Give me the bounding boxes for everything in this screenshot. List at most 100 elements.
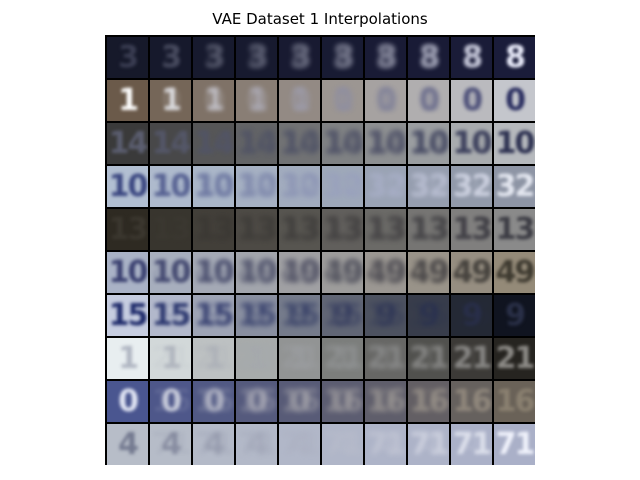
digit-image-start: 0: [247, 383, 268, 419]
digit-image-start: 10: [280, 168, 320, 204]
digit-image-end: 49: [194, 254, 234, 290]
digit-image-start: 1: [333, 82, 354, 118]
digit-image-start: 4: [333, 426, 354, 462]
digit-image-start: 13: [151, 211, 191, 247]
digit-image-end: 32: [194, 168, 234, 204]
digit-image-start: 10: [323, 168, 363, 204]
digit-image-start: 14: [452, 125, 492, 161]
digit-image-end: 16: [194, 383, 234, 419]
digit-image-end: 16: [280, 383, 320, 419]
digit-image-start: 14: [108, 125, 148, 161]
digit-image-start: 3: [376, 39, 397, 75]
interpolation-cell: 471: [494, 424, 535, 465]
digit-image-end: 49: [495, 254, 535, 290]
digit-image-end: 10: [409, 125, 449, 161]
digit-image-end: 13: [280, 211, 320, 247]
digit-image-start: 10: [237, 168, 277, 204]
digit-image-start: 3: [333, 39, 354, 75]
digit-image-end: 13: [323, 211, 363, 247]
digit-image-end: 16: [409, 383, 449, 419]
digit-image-end: 16: [452, 383, 492, 419]
digit-image-start: 13: [108, 211, 148, 247]
digit-image-start: 10: [108, 168, 148, 204]
digit-image-start: 1: [118, 340, 139, 376]
digit-image-end: 8: [462, 39, 483, 75]
digit-image-start: 0: [462, 383, 483, 419]
digit-image-end: 16: [495, 383, 535, 419]
digit-image-end: 0: [247, 82, 268, 118]
digit-image-end: 49: [323, 254, 363, 290]
digit-image-start: 15: [108, 297, 148, 333]
digit-image-end: 8: [290, 39, 311, 75]
digit-image-end: 49: [452, 254, 492, 290]
digit-image-end: 21: [151, 340, 191, 376]
digit-image-end: 8: [161, 39, 182, 75]
digit-image-start: 1: [333, 340, 354, 376]
interpolation-grid: 3838383838383838383810101010101010101010…: [105, 35, 535, 465]
digit-image-end: 13: [452, 211, 492, 247]
digit-image-end: 8: [247, 39, 268, 75]
digit-image-start: 4: [462, 426, 483, 462]
digit-image-start: 13: [409, 211, 449, 247]
digit-image-start: 1: [247, 340, 268, 376]
digit-image-end: 9: [376, 297, 397, 333]
digit-image-start: 10: [108, 254, 148, 290]
digit-image-start: 1: [462, 82, 483, 118]
digit-image-end: 49: [366, 254, 406, 290]
digit-image-end: 71: [280, 426, 320, 462]
digit-image-start: 10: [409, 254, 449, 290]
interpolation-cell: 10: [494, 80, 535, 121]
digit-image-end: 9: [204, 297, 225, 333]
digit-image-end: 21: [452, 340, 492, 376]
digit-image-end: 10: [366, 125, 406, 161]
digit-image-end: 10: [495, 125, 535, 161]
digit-image-end: 49: [409, 254, 449, 290]
digit-image-start: 4: [247, 426, 268, 462]
digit-image-end: 32: [495, 168, 535, 204]
digit-image-end: 10: [323, 125, 363, 161]
interpolation-cell: 121: [494, 338, 535, 379]
digit-image-end: 13: [194, 211, 234, 247]
digit-image-end: 71: [495, 426, 535, 462]
digit-image-start: 4: [419, 426, 440, 462]
interpolation-cell: 38: [494, 37, 535, 78]
digit-image-start: 10: [237, 254, 277, 290]
digit-image-end: 71: [452, 426, 492, 462]
digit-image-start: 15: [194, 297, 234, 333]
digit-image-start: 13: [452, 211, 492, 247]
digit-image-start: 1: [161, 340, 182, 376]
